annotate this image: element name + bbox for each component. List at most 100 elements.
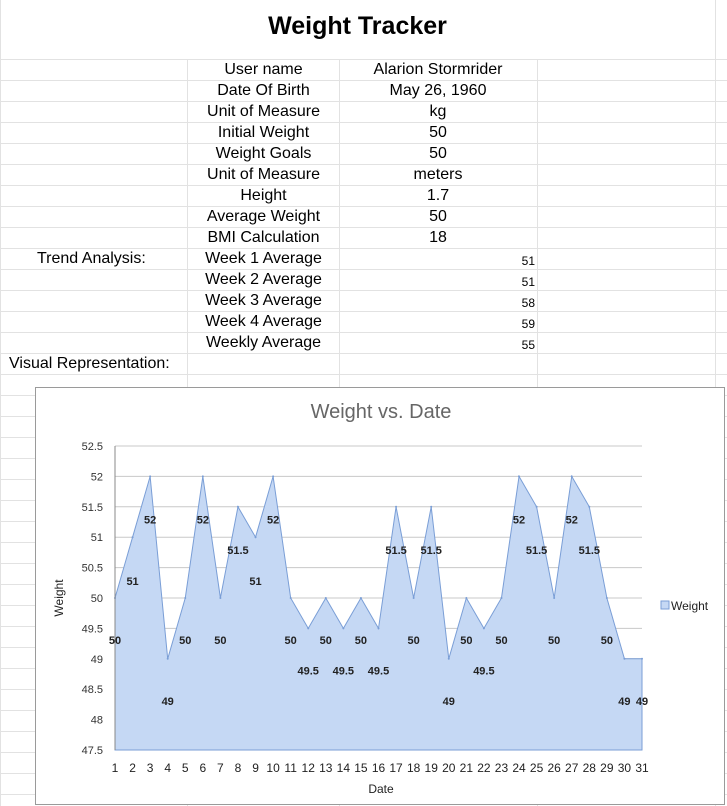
field-label[interactable]: Unit of Measure <box>207 103 320 120</box>
data-label: 50 <box>601 635 613 647</box>
data-label: 49.5 <box>473 665 494 677</box>
field-value[interactable]: meters <box>413 166 463 183</box>
x-tick-label: 27 <box>565 761 579 775</box>
x-tick-label: 22 <box>477 761 491 775</box>
week-value[interactable]: 59 <box>521 317 535 331</box>
x-tick-label: 8 <box>235 761 242 775</box>
data-label: 49.5 <box>368 665 389 677</box>
data-label: 51.5 <box>227 545 248 557</box>
x-tick-label: 23 <box>495 761 509 775</box>
data-point <box>184 597 187 599</box>
field-label[interactable]: Initial Weight <box>217 124 310 141</box>
week-value[interactable]: 55 <box>521 338 535 352</box>
data-label: 49 <box>618 696 630 708</box>
data-point <box>588 505 591 508</box>
data-point <box>447 657 450 660</box>
field-label[interactable]: BMI Calculation <box>207 229 320 246</box>
data-label: 51.5 <box>385 545 406 557</box>
field-label[interactable]: Date Of Birth <box>217 82 310 99</box>
x-tick-label: 6 <box>199 761 206 775</box>
field-value[interactable]: 18 <box>429 229 447 246</box>
data-label: 49.5 <box>298 665 319 677</box>
x-tick-label: 10 <box>266 761 280 775</box>
data-point <box>236 505 239 508</box>
trend-analysis-label[interactable]: Trend Analysis: <box>37 250 146 267</box>
data-point <box>605 597 608 599</box>
x-tick-label: 21 <box>460 761 474 775</box>
data-point <box>465 597 468 599</box>
week-value[interactable]: 58 <box>521 296 535 310</box>
x-tick-label: 28 <box>583 761 597 775</box>
data-point <box>342 627 345 630</box>
y-tick-label: 52.5 <box>82 441 103 453</box>
data-point <box>395 505 398 508</box>
data-label: 50 <box>355 635 367 647</box>
field-value[interactable]: kg <box>429 103 447 120</box>
y-tick-label: 51 <box>91 532 103 544</box>
data-point <box>149 475 152 478</box>
legend-swatch <box>660 600 670 610</box>
field-value[interactable]: 50 <box>429 145 447 162</box>
week-label[interactable]: Week 4 Average <box>205 313 322 330</box>
legend-label: Weight <box>671 599 709 613</box>
field-label[interactable]: User name <box>224 61 303 78</box>
data-label: 50 <box>460 635 472 647</box>
x-tick-label: 16 <box>372 761 386 775</box>
data-point <box>623 657 626 660</box>
x-tick-label: 29 <box>600 761 614 775</box>
data-label: 49 <box>162 696 174 708</box>
field-label[interactable]: Weight Goals <box>215 145 312 162</box>
data-point <box>289 597 292 599</box>
weight-area-series <box>114 474 643 751</box>
x-tick-label: 31 <box>635 761 649 775</box>
data-point <box>307 627 310 630</box>
x-tick-label: 7 <box>217 761 224 775</box>
data-label: 51.5 <box>579 545 600 557</box>
field-value[interactable]: 50 <box>429 124 447 141</box>
data-label: 50 <box>179 635 191 647</box>
x-tick-label: 17 <box>389 761 403 775</box>
data-point <box>377 627 380 630</box>
field-label[interactable]: Unit of Measure <box>207 166 320 183</box>
field-value[interactable]: May 26, 1960 <box>389 82 487 99</box>
chart-title: Weight vs. Date <box>311 401 452 423</box>
data-label: 50 <box>109 635 121 647</box>
x-tick-label: 12 <box>302 761 316 775</box>
data-label: 51 <box>249 576 261 588</box>
y-tick-label: 49 <box>91 654 103 666</box>
data-label: 50 <box>285 635 297 647</box>
field-value[interactable]: Alarion Stormrider <box>373 61 503 78</box>
y-tick-label: 48 <box>91 715 103 727</box>
data-label: 52 <box>566 514 578 526</box>
field-label[interactable]: Average Weight <box>206 208 321 225</box>
week-value[interactable]: 51 <box>521 275 535 289</box>
week-label[interactable]: Week 1 Average <box>205 250 322 267</box>
data-point <box>359 597 362 599</box>
weight-chart[interactable]: 47.5 48 48.5 49 49.5 50 50.5 51 51.5 52 52.5 1 2 3 4 5 6… <box>35 387 725 805</box>
week-label[interactable]: Week 2 Average <box>205 271 322 288</box>
field-value[interactable]: 50 <box>429 208 447 225</box>
visual-representation-label[interactable]: Visual Representation: <box>9 355 170 372</box>
data-label: 50 <box>495 635 507 647</box>
field-label[interactable]: Height <box>240 187 287 204</box>
week-label[interactable]: Weekly Average <box>205 334 322 351</box>
y-tick-label: 50 <box>91 593 103 605</box>
data-point <box>324 597 327 599</box>
x-tick-label: 30 <box>618 761 632 775</box>
data-point <box>219 597 222 599</box>
sheet-title: Weight Tracker <box>268 12 447 40</box>
x-tick-label: 3 <box>147 761 154 775</box>
data-point <box>201 475 204 478</box>
x-tick-label: 2 <box>129 761 136 775</box>
week-label[interactable]: Week 3 Average <box>205 292 322 309</box>
x-axis-title: Date <box>368 782 394 796</box>
data-point <box>272 475 275 478</box>
data-label: 50 <box>548 635 560 647</box>
week-value[interactable]: 51 <box>521 254 535 268</box>
x-tick-label: 24 <box>512 761 526 775</box>
data-point <box>254 536 257 539</box>
field-value[interactable]: 1.7 <box>426 187 450 204</box>
x-tick-label: 5 <box>182 761 189 775</box>
data-point <box>553 597 556 599</box>
